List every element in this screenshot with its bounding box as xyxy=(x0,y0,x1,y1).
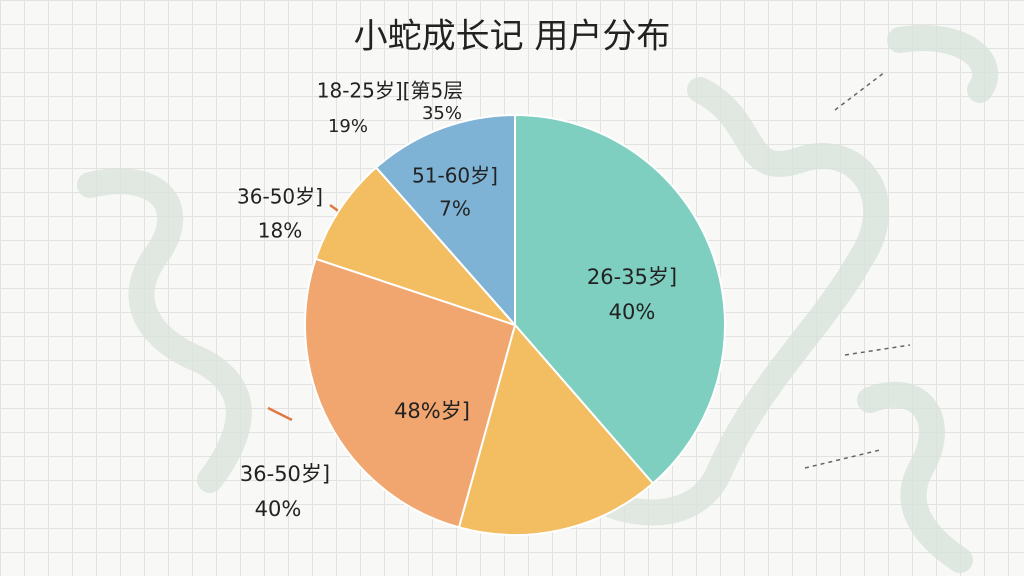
decoration xyxy=(77,25,999,573)
pie-slice xyxy=(457,322,655,536)
slice-label: 18-25岁][第5层 xyxy=(317,79,463,103)
slice-label: 19% xyxy=(328,116,368,137)
slice-label: 48%岁] xyxy=(394,399,470,423)
slice-label: 36-50岁] xyxy=(240,462,330,486)
slice-label: 40% xyxy=(255,497,302,521)
slice-label: 36-50岁] xyxy=(237,185,323,209)
pie-slice xyxy=(374,113,516,328)
pie-slice xyxy=(514,113,726,485)
slice-label: 51-60岁] xyxy=(412,164,498,188)
chart-title: 小蛇成长记 用户分布 xyxy=(354,17,671,57)
slice-label: 7% xyxy=(439,197,471,221)
pie-slice xyxy=(314,166,519,328)
slice-label: 26-35岁] xyxy=(587,265,677,289)
slice-label: 35% xyxy=(422,103,462,124)
slice-label: 40% xyxy=(609,300,656,324)
pie-slice xyxy=(304,257,517,529)
decoration-lines xyxy=(804,71,911,469)
slice-label: 18% xyxy=(258,219,302,243)
